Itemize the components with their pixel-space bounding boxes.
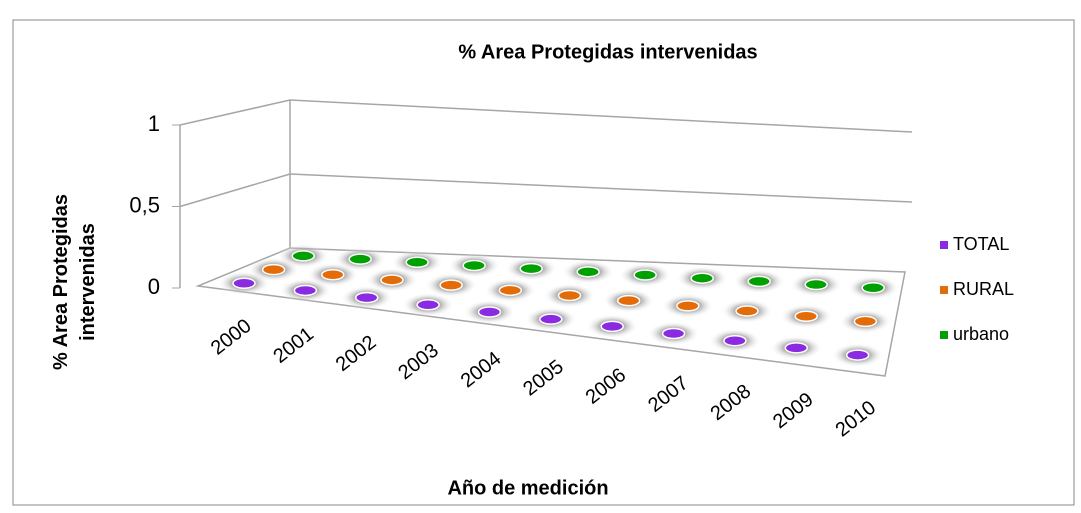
bar-top — [498, 284, 523, 297]
bar-top — [661, 327, 686, 340]
bar-top — [784, 342, 809, 354]
bar-top — [477, 306, 502, 318]
bar-top — [853, 315, 878, 328]
bar-top — [439, 279, 463, 291]
bar-top — [354, 291, 379, 304]
bar-top — [405, 256, 429, 269]
bar-top — [794, 310, 818, 322]
legend-swatch — [940, 331, 948, 339]
y-tick-label: 0,5 — [129, 192, 160, 217]
legend-swatch — [940, 241, 948, 249]
grid-line — [179, 173, 913, 208]
bar-top — [539, 313, 563, 325]
bar-top — [462, 259, 486, 272]
bar-top — [723, 334, 747, 347]
bar-top — [676, 300, 700, 312]
bar-top — [735, 305, 759, 317]
legend-label: urbano — [953, 324, 1009, 344]
bar-top — [232, 277, 256, 290]
bar-top — [293, 284, 318, 297]
bar-top — [861, 281, 885, 294]
bar-top — [519, 262, 543, 275]
bar-top — [380, 274, 404, 286]
grid-line — [179, 99, 913, 133]
x-axis-label: Año de medición — [447, 477, 608, 499]
bar-top — [845, 349, 870, 361]
bar-top — [348, 253, 372, 265]
y-tick-label: 1 — [148, 111, 160, 136]
bar-top — [261, 263, 286, 276]
bar-top — [804, 278, 828, 291]
legend-label: RURAL — [953, 279, 1014, 299]
bar-top — [291, 250, 315, 262]
bar-top — [416, 299, 440, 311]
chart-title: % Area Protegidas intervenidas — [458, 41, 757, 63]
bar-top — [633, 269, 657, 281]
bar-top — [321, 269, 345, 281]
bar-top — [600, 320, 624, 333]
y-axis-label: % Area Protegidas intervenidas — [50, 194, 99, 370]
bar-top — [616, 294, 641, 307]
bar-top — [576, 266, 600, 278]
legend-label: TOTAL — [953, 234, 1009, 254]
bar-top — [557, 289, 582, 302]
bar-top — [690, 272, 714, 284]
y-tick-label: 0 — [148, 274, 160, 299]
bar-top — [747, 275, 771, 288]
legend-swatch — [940, 286, 948, 294]
